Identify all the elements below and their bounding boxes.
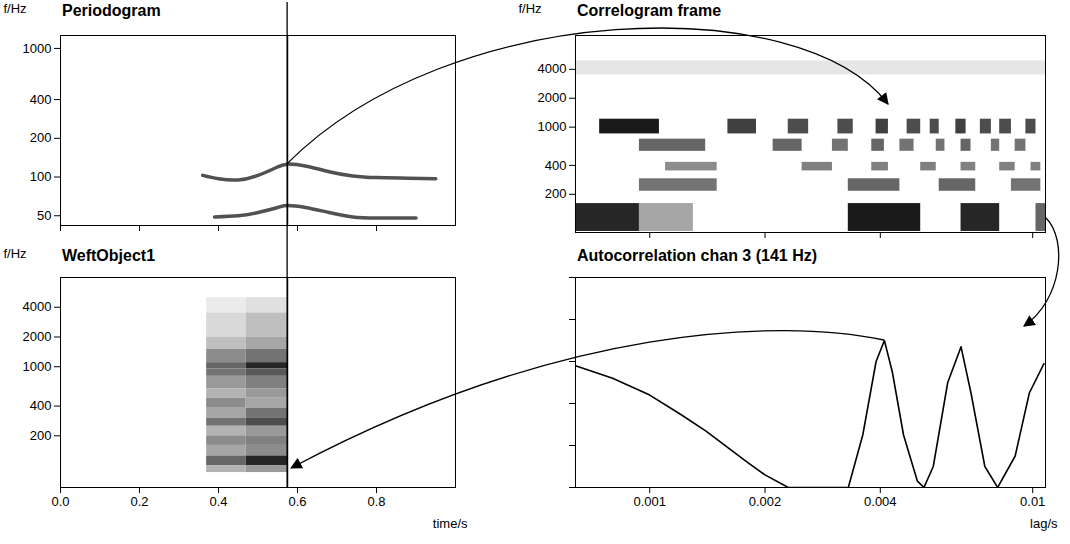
svg-text:f/Hz: f/Hz bbox=[4, 1, 27, 16]
svg-text:time/s: time/s bbox=[433, 516, 468, 531]
svg-text:200: 200 bbox=[545, 186, 567, 201]
svg-text:lag/s: lag/s bbox=[1030, 516, 1058, 531]
svg-text:0.6: 0.6 bbox=[288, 494, 306, 509]
svg-text:2000: 2000 bbox=[538, 90, 567, 105]
svg-text:0.4: 0.4 bbox=[209, 494, 227, 509]
svg-text:0.0: 0.0 bbox=[51, 494, 69, 509]
svg-text:400: 400 bbox=[545, 158, 567, 173]
svg-text:0.01: 0.01 bbox=[1020, 494, 1045, 509]
svg-text:1000: 1000 bbox=[538, 119, 567, 134]
svg-text:0.2: 0.2 bbox=[130, 494, 148, 509]
svg-text:200: 200 bbox=[30, 428, 52, 443]
svg-text:4000: 4000 bbox=[538, 61, 567, 76]
svg-text:1000: 1000 bbox=[23, 41, 52, 56]
html-text:WeftObject1: WeftObject1 bbox=[62, 247, 156, 264]
svg-text:0.001: 0.001 bbox=[633, 494, 666, 509]
svg-text:400: 400 bbox=[30, 398, 52, 413]
svg-text:2000: 2000 bbox=[23, 329, 52, 344]
svg-text:100: 100 bbox=[30, 169, 52, 184]
html-text:Autocorrelation chan 3 (141 Hz: Autocorrelation chan 3 (141 Hz) bbox=[577, 247, 817, 264]
html-text:Periodogram: Periodogram bbox=[62, 2, 161, 19]
svg-text:4000: 4000 bbox=[23, 299, 52, 314]
svg-text:200: 200 bbox=[30, 130, 52, 145]
svg-text:50: 50 bbox=[37, 208, 51, 223]
svg-text:f/Hz: f/Hz bbox=[4, 246, 27, 261]
html-text:Correlogram frame: Correlogram frame bbox=[577, 2, 721, 19]
svg-text:0.004: 0.004 bbox=[864, 494, 897, 509]
svg-text:0.002: 0.002 bbox=[749, 494, 782, 509]
svg-text:1000: 1000 bbox=[23, 359, 52, 374]
svg-text:f/Hz: f/Hz bbox=[519, 1, 542, 16]
svg-text:0.8: 0.8 bbox=[367, 494, 385, 509]
svg-text:400: 400 bbox=[30, 92, 52, 107]
